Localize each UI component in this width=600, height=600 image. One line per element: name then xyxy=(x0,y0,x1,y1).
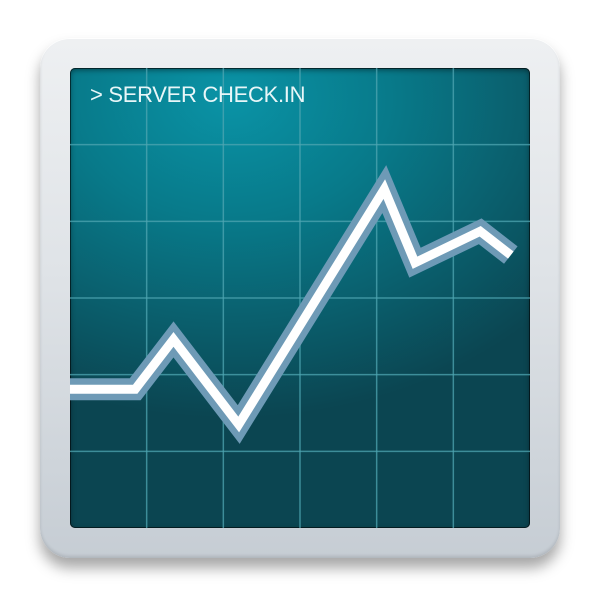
series-line xyxy=(70,179,514,433)
data-point xyxy=(415,262,416,263)
data-point xyxy=(384,189,385,190)
stock-line-chart xyxy=(70,165,518,444)
data-point xyxy=(510,255,511,256)
data-point xyxy=(135,389,136,390)
data-point xyxy=(173,339,174,340)
chart-screen: > SERVER CHECK.IN xyxy=(70,68,530,528)
screen-text: > SERVER CHECK.IN xyxy=(90,82,306,107)
data-point xyxy=(480,231,481,232)
data-point xyxy=(238,424,239,425)
